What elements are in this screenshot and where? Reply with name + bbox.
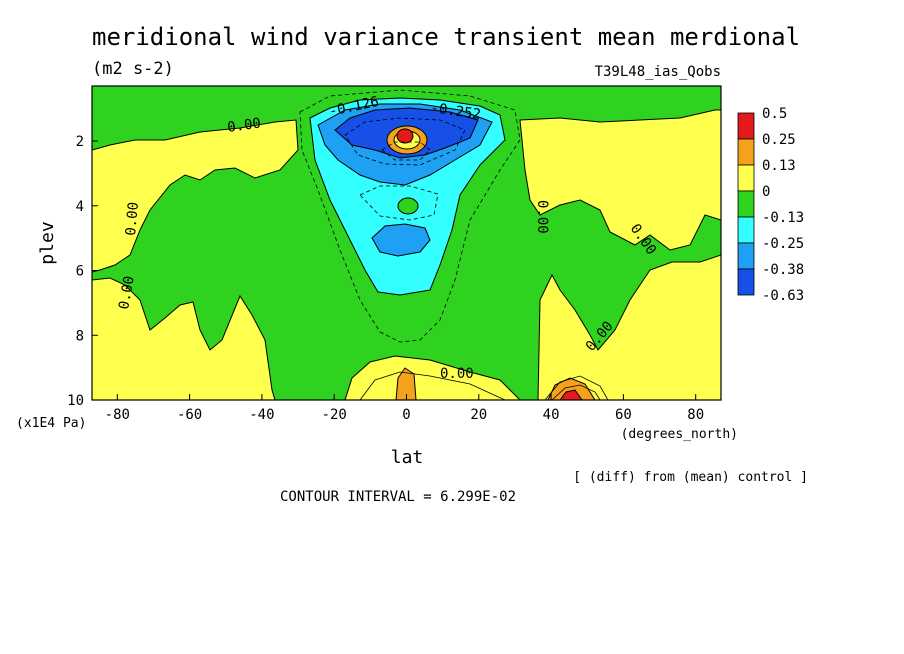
plot-area: 0.00 0.00 0.00 0.00 0.00 0.00 0.00 -0.12…	[91, 85, 722, 401]
y-axis-unit: (x1E4 Pa)	[16, 416, 86, 431]
field-positive-mid-north	[547, 377, 596, 400]
field-positive-north-lower	[537, 254, 721, 400]
negative-contour-lines	[299, 89, 521, 343]
y-axis: 2 4 6 8 10	[67, 134, 98, 409]
contour-label: 0.00	[534, 200, 550, 234]
contour-label: 0.00	[440, 366, 474, 382]
field-zero-bubble	[397, 197, 419, 215]
x-tick-label: 80	[687, 407, 704, 423]
colorbar-label: 0.25	[762, 132, 796, 148]
y-tick-label: 2	[76, 134, 84, 150]
x-tick-label: -80	[105, 407, 130, 423]
x-tick-label: -60	[177, 407, 202, 423]
colorbar-swatch	[737, 216, 755, 244]
x-tick-label: -20	[322, 407, 347, 423]
x-axis-label: lat	[391, 447, 424, 468]
y-tick-label: 8	[76, 328, 84, 344]
field-positive-south-lower	[92, 277, 276, 400]
colorbar-swatch	[737, 190, 755, 218]
positive-contour-lines	[359, 371, 609, 400]
colorbar-swatch	[737, 112, 755, 140]
field-positive-equator-lower	[344, 355, 521, 400]
colorbar-label: -0.25	[762, 236, 804, 252]
x-tick-label: 40	[543, 407, 560, 423]
colorbar-swatch	[737, 268, 755, 296]
colorbar-label: -0.63	[762, 288, 804, 304]
chart-title: meridional wind variance transient mean …	[92, 23, 800, 51]
x-axis-unit: (degrees_north)	[621, 427, 738, 442]
colorbar-label: -0.13	[762, 210, 804, 226]
y-axis-label: plev	[37, 221, 58, 264]
y-tick-label: 6	[76, 264, 84, 280]
x-axis: -80 -60 -40 -20 0 20 40 60 80	[105, 394, 704, 423]
field-negative-mid-lower	[371, 223, 431, 257]
field-positive-high-north	[559, 389, 583, 400]
contour-label: -0.252	[429, 100, 481, 123]
x-tick-label: 0	[402, 407, 410, 423]
x-tick-label: 20	[470, 407, 487, 423]
field-positive-core-red	[396, 128, 414, 144]
contour-label: 0.00	[123, 201, 142, 236]
x-tick-label: 60	[615, 407, 632, 423]
colorbar-label: 0.13	[762, 158, 796, 174]
y-tick-label: 4	[76, 199, 84, 215]
chart-units: (m2 s-2)	[92, 59, 174, 79]
colorbar-label: 0	[762, 184, 770, 200]
colorbar-label: -0.38	[762, 262, 804, 278]
field-positive-south-upper	[92, 119, 299, 273]
contour-interval: CONTOUR INTERVAL = 6.299E-02	[280, 489, 516, 505]
colorbar-swatch	[737, 242, 755, 270]
x-tick-label: -40	[249, 407, 274, 423]
colorbar-legend: 0.5 0.25 0.13 0 -0.13 -0.25 -0.38 -0.63	[737, 106, 804, 304]
colorbar-swatch	[737, 138, 755, 166]
colorbar-swatch	[737, 164, 755, 192]
colorbar-label: 0.5	[762, 106, 787, 122]
experiment-label: T39L48_ias_Qobs	[595, 64, 721, 80]
y-tick-label: 10	[67, 393, 84, 409]
footer-note: [ (diff) from (mean) control ]	[573, 470, 808, 485]
contour-label: 0.00	[226, 115, 262, 136]
field-positive-north-upper	[519, 109, 721, 251]
field-positive-mid-equator	[395, 367, 417, 400]
contour-label: 0.00	[116, 275, 138, 311]
